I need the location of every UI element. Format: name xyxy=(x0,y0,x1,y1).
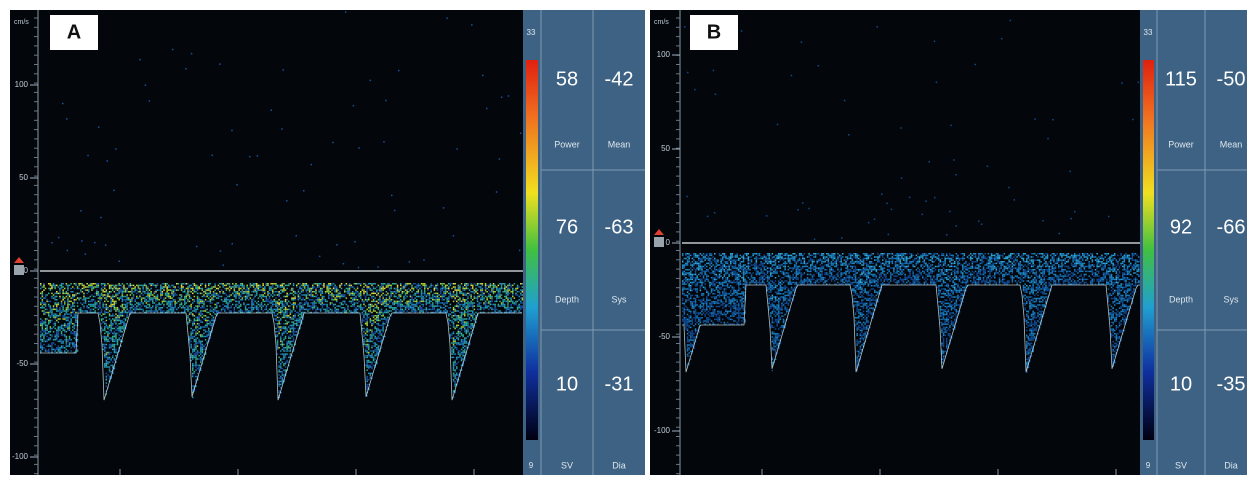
side-panel xyxy=(1140,10,1247,475)
readout-value: 58 xyxy=(556,68,578,90)
doppler-panel: cm/s 100 50 0 -50 -100 B 33 9 115 Power -50 Mean 92 De… xyxy=(650,10,1247,475)
readout-name: SV xyxy=(561,460,573,470)
readout-name: Dia xyxy=(1224,460,1238,470)
scale-top: 33 xyxy=(527,28,536,37)
readout-value: -35 xyxy=(1217,373,1246,395)
side-panel xyxy=(523,10,645,475)
y-tick-label: 100 xyxy=(15,80,29,89)
color-bar xyxy=(1143,60,1154,440)
readout-name: Depth xyxy=(1169,294,1193,304)
y-tick-label: 50 xyxy=(661,144,670,153)
scale-bottom: 9 xyxy=(1146,461,1151,470)
readout-value: 10 xyxy=(1170,373,1192,395)
speckle xyxy=(40,283,524,394)
panel-label: A xyxy=(67,21,81,43)
display-background xyxy=(10,10,523,475)
readout-value: 76 xyxy=(556,216,578,238)
readout-value: 92 xyxy=(1170,216,1192,238)
readout-name: SV xyxy=(1175,460,1187,470)
doppler-panel: cm/s 100 50 0 -50 -100 A 33 9 58 Power -42 Mean 76 Dep… xyxy=(10,10,645,475)
panel-label-box xyxy=(50,15,98,50)
baseline-marker xyxy=(654,229,664,235)
panel-label: B xyxy=(707,21,721,43)
readout-name: Mean xyxy=(608,139,631,149)
baseline-marker xyxy=(14,257,24,263)
panel-label-box xyxy=(690,15,738,50)
y-tick-label: 100 xyxy=(657,50,671,59)
envelope-trace xyxy=(682,284,1140,373)
readout-value: -31 xyxy=(605,373,634,395)
readout-value: 115 xyxy=(1165,68,1197,90)
readout-name: Sys xyxy=(1223,294,1239,304)
readout-name: Sys xyxy=(611,294,627,304)
y-tick-label: -50 xyxy=(16,359,28,368)
unit-label: cm/s xyxy=(654,19,669,26)
readout-name: Dia xyxy=(612,460,626,470)
readout-value: -42 xyxy=(605,68,634,90)
y-tick-label: -50 xyxy=(658,332,670,341)
speckle xyxy=(40,283,524,355)
envelope-trace xyxy=(40,312,522,401)
readout-name: Mean xyxy=(1220,139,1243,149)
readout-name: Power xyxy=(1168,139,1194,149)
unit-label: cm/s xyxy=(14,19,29,26)
readout-value: 10 xyxy=(556,373,578,395)
readout-name: Power xyxy=(554,139,580,149)
baseline-marker-base xyxy=(14,265,24,275)
readout-name: Depth xyxy=(555,294,579,304)
y-tick-label: 50 xyxy=(19,173,28,182)
scale-top: 33 xyxy=(1144,28,1153,37)
scale-bottom: 9 xyxy=(529,461,534,470)
color-bar xyxy=(526,60,538,440)
baseline-marker-base xyxy=(654,237,664,247)
readout-value: -50 xyxy=(1217,68,1246,90)
readout-value: -63 xyxy=(605,216,634,238)
y-tick-label: 0 xyxy=(24,266,29,275)
y-tick-label: 0 xyxy=(666,238,671,247)
readout-value: -66 xyxy=(1217,216,1246,238)
y-tick-label: -100 xyxy=(654,426,671,435)
y-tick-label: -100 xyxy=(12,452,29,461)
